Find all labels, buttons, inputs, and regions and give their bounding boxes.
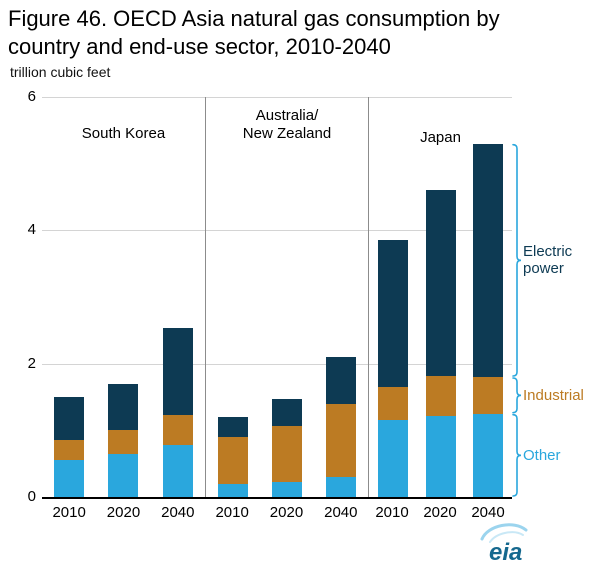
segment-electric-power bbox=[377, 240, 408, 388]
bar-australia-new-zealand-2010 bbox=[218, 417, 248, 497]
segment-other bbox=[54, 460, 85, 497]
panel-japan: Japan bbox=[368, 97, 512, 497]
segment-other bbox=[473, 413, 504, 497]
bar-japan-2040 bbox=[473, 143, 504, 497]
segment-electric-power bbox=[473, 143, 504, 378]
y-axis-unit-label: trillion cubic feet bbox=[10, 64, 111, 80]
x-tick-label: 2020 bbox=[423, 504, 457, 521]
x-tick-label: 2040 bbox=[471, 504, 505, 521]
segment-industrial bbox=[425, 375, 456, 416]
segment-industrial bbox=[162, 415, 193, 445]
segment-electric-power bbox=[54, 397, 85, 441]
eia-swoosh-inner-icon bbox=[489, 531, 524, 543]
x-tick-label: 2040 bbox=[324, 504, 358, 521]
segment-industrial bbox=[377, 387, 408, 421]
plot-area: South Korea Australia/New Zealand Japan bbox=[42, 97, 512, 499]
brace-electric-power bbox=[512, 143, 522, 377]
segment-other bbox=[108, 453, 139, 497]
eia-wordmark: eia bbox=[489, 539, 522, 566]
y-tick-label: 2 bbox=[27, 354, 36, 372]
brace-other bbox=[512, 413, 522, 497]
legend-label-electric-power: Electric power bbox=[523, 243, 573, 278]
segment-industrial bbox=[326, 403, 356, 477]
bar-south-korea-2020 bbox=[108, 383, 139, 497]
eia-swoosh-icon bbox=[480, 523, 528, 541]
y-axis-labels: 0 2 4 6 bbox=[8, 88, 36, 505]
segment-electric-power bbox=[272, 399, 302, 426]
segment-other bbox=[377, 420, 408, 497]
bar-japan-2020 bbox=[425, 190, 456, 497]
bar-south-korea-2040 bbox=[162, 328, 193, 497]
segment-industrial bbox=[54, 440, 85, 461]
brace-industrial bbox=[512, 377, 522, 414]
gridline bbox=[42, 97, 512, 98]
segment-industrial bbox=[272, 425, 302, 483]
segment-electric-power bbox=[218, 417, 248, 438]
bar-australia-new-zealand-2040 bbox=[326, 357, 356, 497]
x-tick-label: 2010 bbox=[52, 504, 86, 521]
x-tick-label: 2040 bbox=[161, 504, 195, 521]
bar-japan-2010 bbox=[377, 240, 408, 497]
y-tick-label: 6 bbox=[27, 88, 36, 105]
segment-electric-power bbox=[326, 357, 356, 404]
y-tick-label: 4 bbox=[27, 221, 36, 239]
chart-title: Figure 46. OECD Asia natural gas consump… bbox=[8, 5, 500, 61]
gridline bbox=[42, 363, 512, 365]
bar-south-korea-2010 bbox=[54, 397, 85, 497]
segment-other bbox=[425, 415, 456, 497]
x-axis-labels: 2010 2020 2040 2010 2020 2040 2010 2020 2040 bbox=[42, 504, 512, 521]
panel-label-south-korea: South Korea bbox=[81, 125, 166, 142]
chart-title-line1: Figure 46. OECD Asia natural gas consump… bbox=[8, 6, 500, 31]
segment-industrial bbox=[473, 377, 504, 414]
segment-electric-power bbox=[162, 328, 193, 415]
panel-label-australia-new-zealand: Australia/New Zealand bbox=[242, 107, 332, 142]
segment-industrial bbox=[108, 430, 139, 454]
eia-logo: eia bbox=[476, 518, 534, 568]
panel-label-japan: Japan bbox=[420, 129, 461, 146]
segment-electric-power bbox=[425, 190, 456, 376]
segment-other bbox=[218, 483, 248, 497]
legend-label-other: Other bbox=[523, 447, 561, 465]
x-tick-label: 2010 bbox=[375, 504, 409, 521]
x-tick-label: 2020 bbox=[106, 504, 141, 521]
gridline bbox=[42, 230, 512, 232]
segment-industrial bbox=[218, 437, 248, 484]
legend-label-industrial: Industrial bbox=[523, 387, 584, 405]
panel-south-korea: South Korea bbox=[42, 97, 205, 497]
x-tick-label: 2020 bbox=[269, 504, 304, 521]
bar-australia-new-zealand-2020 bbox=[272, 399, 302, 497]
segment-other bbox=[326, 477, 356, 497]
chart-title-line2: country and end-use sector, 2010-2040 bbox=[8, 34, 391, 59]
segment-other bbox=[162, 445, 193, 497]
x-tick-label: 2010 bbox=[215, 504, 249, 521]
panel-australia-new-zealand: Australia/New Zealand bbox=[205, 97, 368, 497]
segment-electric-power bbox=[108, 383, 139, 431]
segment-other bbox=[272, 482, 302, 497]
y-tick-label: 0 bbox=[27, 488, 36, 505]
